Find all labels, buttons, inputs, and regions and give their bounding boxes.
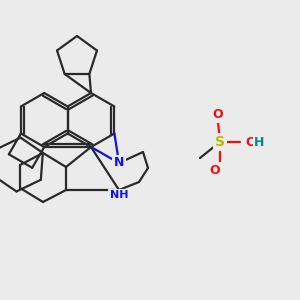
Text: S: S <box>215 135 225 149</box>
Text: NH: NH <box>110 190 128 200</box>
Text: O: O <box>245 136 256 148</box>
Text: N: N <box>114 157 124 169</box>
Text: O: O <box>210 164 220 176</box>
Text: H: H <box>254 136 264 148</box>
Text: O: O <box>213 109 223 122</box>
